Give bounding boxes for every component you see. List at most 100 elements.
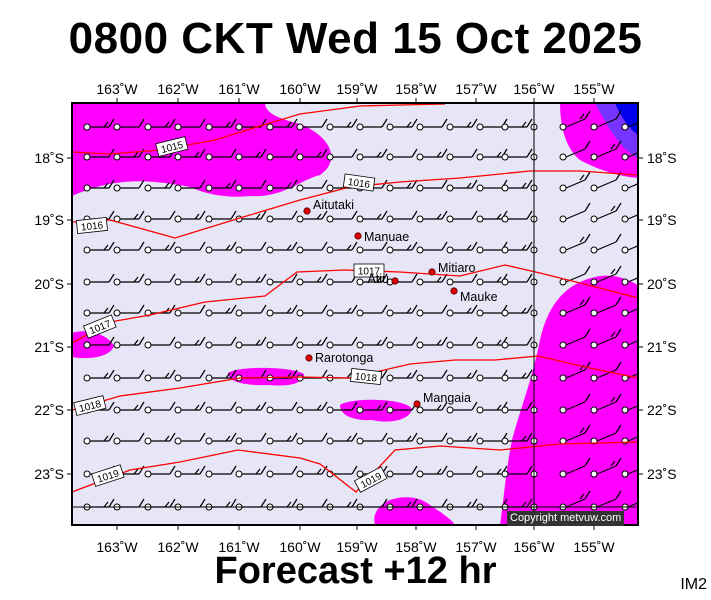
wind-barb xyxy=(113,148,145,161)
lat-label-right: 19˚S xyxy=(647,212,677,228)
wind-barb xyxy=(501,210,533,223)
lat-label-left: 19˚S xyxy=(34,212,64,228)
wind-barb xyxy=(326,401,358,414)
wind-barb xyxy=(205,401,237,414)
wind-barb xyxy=(590,393,622,414)
wind-barb xyxy=(144,273,176,286)
wind-barb xyxy=(266,465,298,478)
isobar-line xyxy=(72,264,638,344)
wind-barb xyxy=(205,304,237,317)
wind-barb xyxy=(174,148,206,161)
wind-barb xyxy=(446,241,478,254)
lon-label-top: 162˚W xyxy=(157,81,199,97)
wind-barb xyxy=(205,336,237,349)
wind-barb xyxy=(386,304,418,317)
wind-barb xyxy=(356,432,388,445)
wind-barb xyxy=(501,118,533,131)
isobar-label: 1017 xyxy=(353,263,385,278)
wind-barb xyxy=(205,432,237,445)
isobars xyxy=(72,103,638,493)
wind-barb xyxy=(326,241,358,254)
lon-label-top: 157˚W xyxy=(455,81,497,97)
isobar-line xyxy=(72,441,638,493)
lon-label-top: 161˚W xyxy=(218,81,260,97)
place-label: Mitiaro xyxy=(438,261,476,275)
wind-barb xyxy=(174,336,206,349)
wind-barb xyxy=(144,336,176,349)
wind-barb xyxy=(621,405,638,414)
wind-barb xyxy=(356,148,388,161)
wind-barb xyxy=(174,241,206,254)
wind-barb xyxy=(174,179,206,192)
wind-barb xyxy=(235,179,267,192)
rain-area-south xyxy=(374,497,455,525)
wind-barb xyxy=(326,336,358,349)
svg-text:1016: 1016 xyxy=(347,177,371,191)
wind-barb xyxy=(266,179,298,192)
lon-label-bottom: 159˚W xyxy=(336,539,378,555)
place-label: Mauke xyxy=(460,290,498,304)
wind-barb xyxy=(235,304,267,317)
place-dot xyxy=(354,232,362,240)
wind-barb xyxy=(590,361,622,382)
wind-barb xyxy=(446,401,478,414)
lat-label-left: 23˚S xyxy=(34,466,64,482)
place-label: Manuae xyxy=(364,230,409,244)
wind-barb xyxy=(83,369,115,382)
wind-barb xyxy=(326,304,358,317)
isobar-line xyxy=(72,355,638,411)
wind-barb xyxy=(476,465,508,478)
wind-barb xyxy=(559,457,591,478)
wind-barb xyxy=(326,432,358,445)
wind-barb xyxy=(83,304,115,317)
wind-barb xyxy=(266,273,298,286)
wind-barb xyxy=(205,273,237,286)
wind-barb xyxy=(205,465,237,478)
wind-barb xyxy=(446,148,478,161)
wind-barb xyxy=(296,432,328,445)
lon-label-top: 156˚W xyxy=(513,81,555,97)
rain-area-mangaia xyxy=(340,399,412,422)
isobar-label: 1018 xyxy=(350,368,383,385)
wind-barb xyxy=(83,241,115,254)
wind-barb xyxy=(205,369,237,382)
wind-barb xyxy=(296,273,328,286)
wind-barb xyxy=(296,210,328,223)
wind-barb xyxy=(144,401,176,414)
lat-label-right: 22˚S xyxy=(647,402,677,418)
wind-barb xyxy=(205,210,237,223)
wind-barb xyxy=(590,110,622,131)
wind-barb xyxy=(235,336,267,349)
wind-barb xyxy=(386,465,418,478)
wind-barb xyxy=(174,465,206,478)
lon-label-bottom: 162˚W xyxy=(157,539,199,555)
wind-barb xyxy=(113,401,145,414)
forecast-label: Forecast +12 hr xyxy=(214,550,497,592)
isobar-label: 1016 xyxy=(75,217,108,234)
wind-barb xyxy=(113,369,145,382)
wind-barb xyxy=(386,336,418,349)
lat-label-right: 18˚S xyxy=(647,150,677,166)
isobar-label: 1015 xyxy=(155,136,189,157)
wind-barb xyxy=(416,336,448,349)
lon-label-bottom: 163˚W xyxy=(96,539,138,555)
wind-barb xyxy=(83,336,115,349)
wind-barb xyxy=(416,273,448,286)
map-title: 0800 CKT Wed 15 Oct 2025 xyxy=(68,14,643,63)
lat-label-right: 23˚S xyxy=(647,466,677,482)
lon-label-bottom: 160˚W xyxy=(279,539,321,555)
wind-barb xyxy=(446,432,478,445)
wind-barb xyxy=(326,148,358,161)
place-dot xyxy=(428,268,436,276)
lat-label-right: 21˚S xyxy=(647,339,677,355)
wind-barb xyxy=(144,148,176,161)
wind-barb xyxy=(235,241,267,254)
wind-barb xyxy=(205,179,237,192)
wind-barb xyxy=(174,304,206,317)
wind-barb xyxy=(386,241,418,254)
lon-label-bottom: 158˚W xyxy=(395,539,437,555)
lon-label-bottom: 157˚W xyxy=(455,539,497,555)
wind-barb xyxy=(446,273,478,286)
wind-barb xyxy=(559,424,591,445)
wind-barb xyxy=(590,140,622,161)
